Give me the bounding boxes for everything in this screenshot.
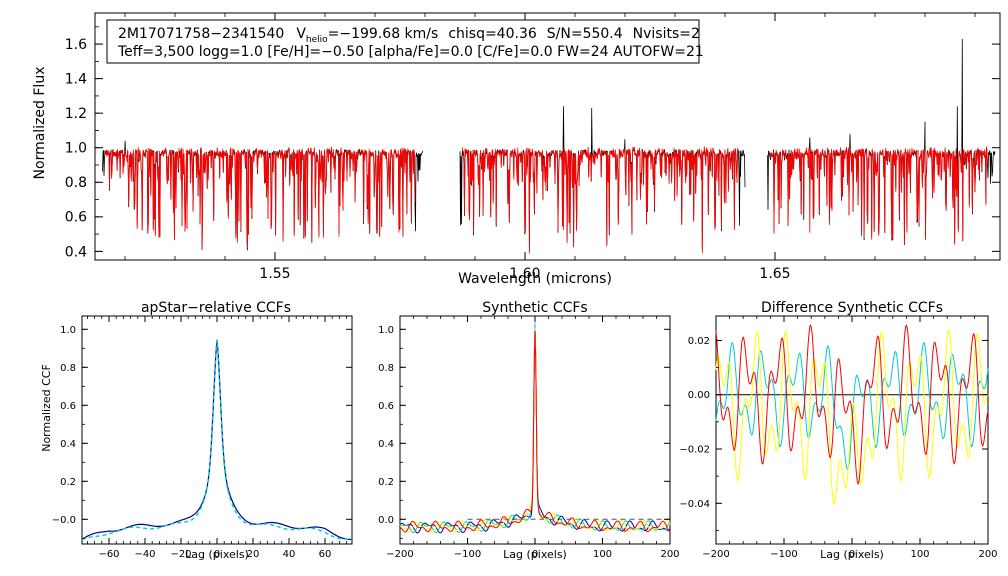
- y-tick-label: 0.4: [378, 439, 394, 450]
- star-id: 2M17071758−2341540: [118, 26, 284, 42]
- x-tick-label: −60: [98, 549, 119, 560]
- difference-ccf-line-3: [715, 324, 989, 486]
- synthetic-ccf-x-label: Lag (pixels): [503, 548, 567, 561]
- nvisits: Nvisits=2: [633, 26, 700, 42]
- spectrum-model-line-segment-1: [104, 146, 416, 250]
- x-tick-label: 1.65: [759, 266, 790, 282]
- y-tick-label: 1.0: [60, 325, 76, 336]
- spectrum-annotation-box: [106, 19, 700, 64]
- y-tick-label: 0.6: [60, 401, 76, 412]
- x-tick-label: −200: [386, 549, 413, 560]
- x-tick-label: 0: [214, 549, 220, 560]
- spectrum-model-line-segment-3: [769, 146, 988, 245]
- x-tick-label: 200: [660, 549, 679, 560]
- synthetic-ccf-line-4: [399, 330, 671, 533]
- apstar-ccf-frame: [81, 315, 353, 545]
- y-tick-label: 1.0: [378, 325, 394, 336]
- y-tick-label: 0.2: [378, 477, 394, 488]
- synthetic-ccf-line-1: [399, 328, 671, 534]
- spectrum-y-ticks: 0.4 0.6 0.8 1.0 1.2 1.4 1.6: [65, 26, 1000, 260]
- apstar-ccf-title: apStar−relative CCFs: [141, 300, 291, 316]
- synthetic-ccf-title: Synthetic CCFs: [482, 300, 587, 316]
- y-tick-label: 0.0: [378, 515, 394, 526]
- spectrum-panel: 1.55 1.60 1.65 0.4 0.6 0.8 1.0 1.2 1.4 1.6 Wavel…: [32, 12, 1001, 287]
- difference-ccf-line-2: [715, 328, 989, 505]
- x-tick-label: −200: [702, 549, 729, 560]
- x-tick-label: 1.60: [509, 266, 540, 282]
- spectrum-model-series: [104, 146, 988, 254]
- y-tick-label: 0.8: [378, 363, 394, 374]
- x-tick-label: 1.55: [259, 266, 290, 282]
- difference-ccf-x-ticks: −200 −100 0 100 200: [702, 316, 998, 560]
- spectrum-observed-line-segment-3: [767, 38, 996, 245]
- y-tick-label: 0.4: [60, 439, 76, 450]
- synthetic-ccf-panel: Synthetic CCFs −200 −100 0 100 200 0.0 0.2 0.4…: [378, 300, 679, 561]
- spectrum-annotation-line1: 2M17071758−2341540 Vhelio=−199.68 km/s chi…: [118, 26, 700, 45]
- y-tick-label: 1.0: [65, 141, 87, 157]
- spectrum-model-line-segment-2: [462, 146, 738, 254]
- y-tick-label: 0.00: [688, 390, 710, 401]
- synthetic-ccf-line-2: [399, 322, 671, 534]
- spectrum-y-label: Normalized Flux: [32, 67, 48, 180]
- y-tick-label: −0.04: [679, 499, 710, 510]
- x-tick-label: 60: [319, 549, 332, 560]
- y-tick-label: 1.4: [65, 72, 87, 88]
- difference-ccf-panel: Difference Synthetic CCFs −200 −100 0 100 20…: [679, 300, 997, 561]
- x-tick-label: 200: [978, 549, 997, 560]
- spectrum-plot-frame: [94, 12, 1001, 261]
- y-tick-label: 1.2: [65, 106, 87, 122]
- y-tick-label: 0.8: [60, 363, 76, 374]
- y-tick-label: 0.6: [378, 401, 394, 412]
- spectrum-x-label: Wavelength (microns): [458, 271, 612, 287]
- spectrum-annotation-line2: Teff=3,500 logg=1.0 [Fe/H]=−0.50 [alpha/…: [117, 44, 704, 60]
- synthetic-ccf-x-ticks: −200 −100 0 100 200: [386, 316, 680, 560]
- apstar-ccf-x-label: Lag (pixels): [185, 548, 249, 561]
- vhelio-sub: helio: [306, 35, 328, 45]
- synthetic-ccf-series: [399, 322, 671, 534]
- x-tick-label: 0: [532, 549, 538, 560]
- spectrum-x-ticks: 1.55 1.60 1.65: [124, 13, 976, 282]
- x-tick-label: 100: [910, 549, 929, 560]
- difference-ccf-y-ticks: −0.04 −0.02 0.00 0.02: [679, 336, 988, 531]
- difference-ccf-line-1: [715, 341, 989, 470]
- snr: S/N=550.4: [547, 26, 623, 42]
- apstar-ccf-y-label: Normalized CCF: [40, 364, 53, 452]
- y-tick-label: 0.6: [65, 210, 87, 226]
- x-tick-label: 20: [247, 549, 260, 560]
- difference-ccf-x-label: Lag (pixels): [820, 548, 884, 561]
- x-tick-label: −100: [770, 549, 797, 560]
- x-tick-label: −100: [454, 549, 481, 560]
- apstar-ccf-panel: apStar−relative CCFs −60 −40 −20 0 20 40 60 −0…: [40, 300, 353, 561]
- synthetic-ccf-line-3: [399, 328, 671, 533]
- y-tick-label: 0.02: [688, 336, 710, 347]
- y-tick-label: −0.0: [52, 515, 76, 526]
- synthetic-ccf-y-ticks: 0.0 0.2 0.4 0.6 0.8 1.0: [378, 325, 670, 539]
- apstar-ccf-series: [81, 339, 353, 541]
- difference-ccf-series: [715, 324, 989, 505]
- y-tick-label: 0.8: [65, 175, 87, 191]
- y-tick-label: 0.4: [65, 244, 87, 260]
- apstar-ccf-line-1: [81, 339, 353, 541]
- x-tick-label: 100: [593, 549, 612, 560]
- x-tick-label: 40: [283, 549, 296, 560]
- difference-ccf-title: Difference Synthetic CCFs: [761, 300, 943, 316]
- y-tick-label: 1.6: [65, 37, 87, 53]
- x-tick-label: −20: [170, 549, 191, 560]
- vhelio-prefix: V: [296, 26, 306, 42]
- y-tick-label: −0.02: [679, 445, 710, 456]
- x-tick-label: −40: [134, 549, 155, 560]
- chisq: chisq=40.36: [448, 26, 537, 42]
- vhelio-value: =−199.68 km/s: [328, 26, 439, 42]
- y-tick-label: 0.2: [60, 477, 76, 488]
- apstar-ccf-line-2: [81, 340, 353, 541]
- x-tick-label: 0: [849, 549, 855, 560]
- apstar-ccf-y-ticks: −0.0 0.2 0.4 0.6 0.8 1.0: [52, 325, 352, 539]
- apstar-ccf-x-ticks: −60 −40 −20 0 20 40 60: [87, 316, 348, 560]
